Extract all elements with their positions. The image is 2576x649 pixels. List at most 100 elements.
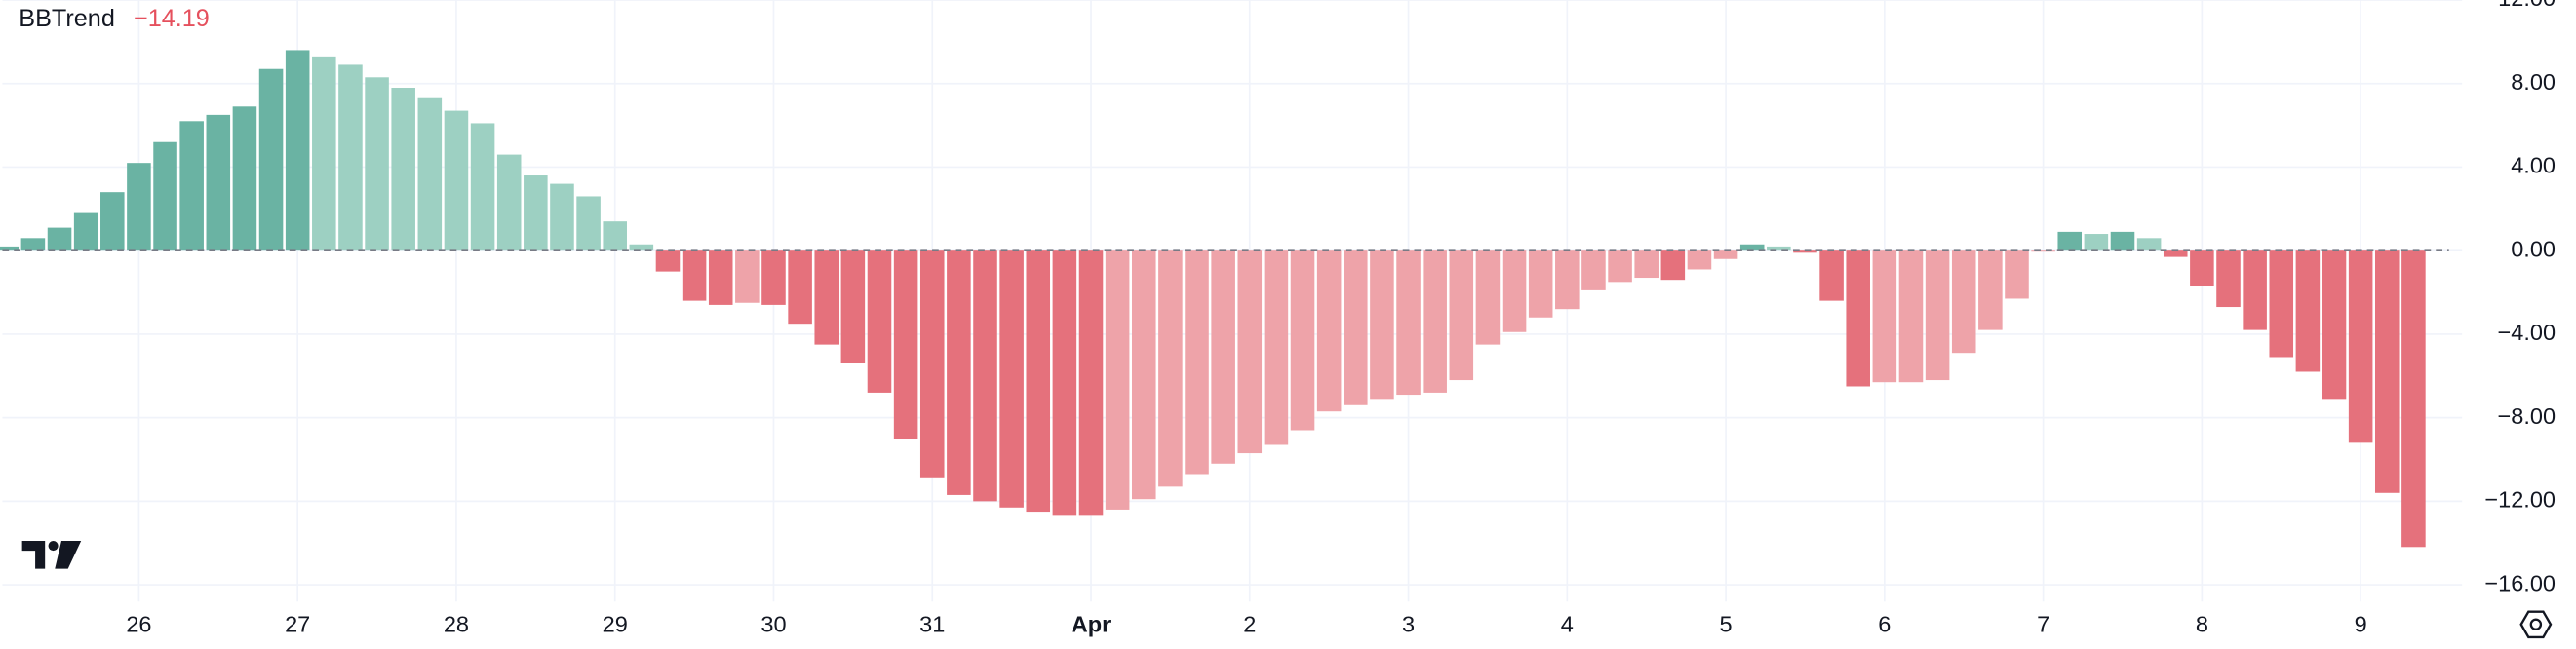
bar <box>1211 250 1235 464</box>
logo-part <box>48 541 59 552</box>
bar <box>629 244 654 251</box>
bar <box>1660 250 1686 281</box>
bar <box>1105 250 1130 510</box>
bar <box>2163 250 2188 257</box>
bar <box>1237 250 1263 454</box>
tradingview-logo <box>21 541 82 569</box>
bar <box>1898 250 1924 383</box>
bar <box>1925 250 1950 381</box>
bar <box>1370 250 1394 400</box>
bar <box>1555 250 1580 310</box>
bar <box>127 163 151 251</box>
bar <box>1528 250 1553 318</box>
bar <box>655 250 681 272</box>
bar <box>840 250 866 363</box>
bar <box>1264 250 1289 445</box>
bar <box>1078 250 1104 516</box>
bar <box>285 50 310 251</box>
bar <box>2243 250 2267 330</box>
bar <box>2136 238 2162 251</box>
bar <box>682 250 707 301</box>
bar <box>365 77 389 251</box>
bar <box>919 250 945 478</box>
bar <box>1978 250 2003 330</box>
bars <box>0 50 2449 548</box>
bar <box>258 68 284 251</box>
bar <box>470 123 495 251</box>
gear-center[interactable] <box>2529 618 2543 630</box>
bar <box>1423 250 1447 393</box>
x-tick-label: 31 <box>919 612 945 637</box>
bar <box>1131 250 1156 500</box>
bar <box>973 250 997 502</box>
bar <box>1449 250 1474 381</box>
logo-part <box>21 541 46 569</box>
x-tick-label: 28 <box>444 612 469 637</box>
y-tick-label: −8.00 <box>2497 403 2556 429</box>
bar <box>1581 250 1606 290</box>
bar <box>999 250 1024 508</box>
bar <box>1951 250 1976 354</box>
bar <box>1052 250 1077 516</box>
bar <box>1767 246 1791 251</box>
bar <box>391 88 415 251</box>
bar <box>1502 250 1527 332</box>
logo-part <box>55 541 82 569</box>
bar <box>1396 250 1421 396</box>
y-tick-label: −12.00 <box>2484 487 2556 513</box>
bar <box>2374 250 2400 493</box>
bar <box>1185 250 1209 475</box>
bar <box>153 141 177 251</box>
bar <box>338 64 363 251</box>
settings-icon[interactable] <box>2519 610 2553 639</box>
x-tick-label: 30 <box>761 612 786 637</box>
labels: 12.00 8.00 4.00 0.00 −4.00 −8.00 −12.00 −16.00 2… <box>126 0 2556 637</box>
gear-outline[interactable] <box>2519 610 2553 639</box>
bar <box>1290 250 1315 431</box>
x-tick-label: 4 <box>1561 612 1574 637</box>
bar <box>1739 244 1765 251</box>
bar <box>2401 250 2426 548</box>
bar <box>1687 250 1712 270</box>
x-tick-label: 26 <box>126 612 151 637</box>
bar <box>2322 250 2347 400</box>
y-tick-label: 4.00 <box>2511 153 2556 178</box>
y-tick-label: 12.00 <box>2498 0 2556 11</box>
x-tick-label: 2 <box>1243 612 1256 637</box>
bar <box>1819 250 1844 301</box>
x-tick-label: 5 <box>1720 612 1733 637</box>
x-tick-label: Apr <box>1072 612 1112 637</box>
bar <box>2005 250 2029 299</box>
bar <box>2110 231 2135 251</box>
bar <box>1158 250 1183 487</box>
bar <box>232 106 257 251</box>
bar <box>206 114 231 251</box>
bar <box>100 192 125 251</box>
x-tick-label: 27 <box>285 612 310 637</box>
bar <box>0 246 20 251</box>
x-tick-label: 3 <box>1402 612 1415 637</box>
bar <box>947 250 971 495</box>
bar <box>1634 250 1659 279</box>
bar <box>2190 250 2214 286</box>
bar <box>179 121 204 251</box>
x-tick-label: 29 <box>603 612 628 637</box>
bar <box>1316 250 1342 412</box>
bar <box>1344 250 1368 405</box>
bar <box>603 221 627 251</box>
bar <box>524 175 548 251</box>
bar <box>761 250 786 305</box>
bar <box>867 250 892 393</box>
bar <box>2348 250 2373 443</box>
bar <box>576 196 601 251</box>
bar <box>496 154 522 251</box>
bar <box>2216 250 2241 308</box>
y-tick-label: −4.00 <box>2497 320 2556 345</box>
bar <box>444 110 469 251</box>
bar <box>2269 250 2294 358</box>
bar <box>893 250 918 439</box>
x-tick-label: 8 <box>2196 612 2208 637</box>
bar <box>550 183 574 251</box>
